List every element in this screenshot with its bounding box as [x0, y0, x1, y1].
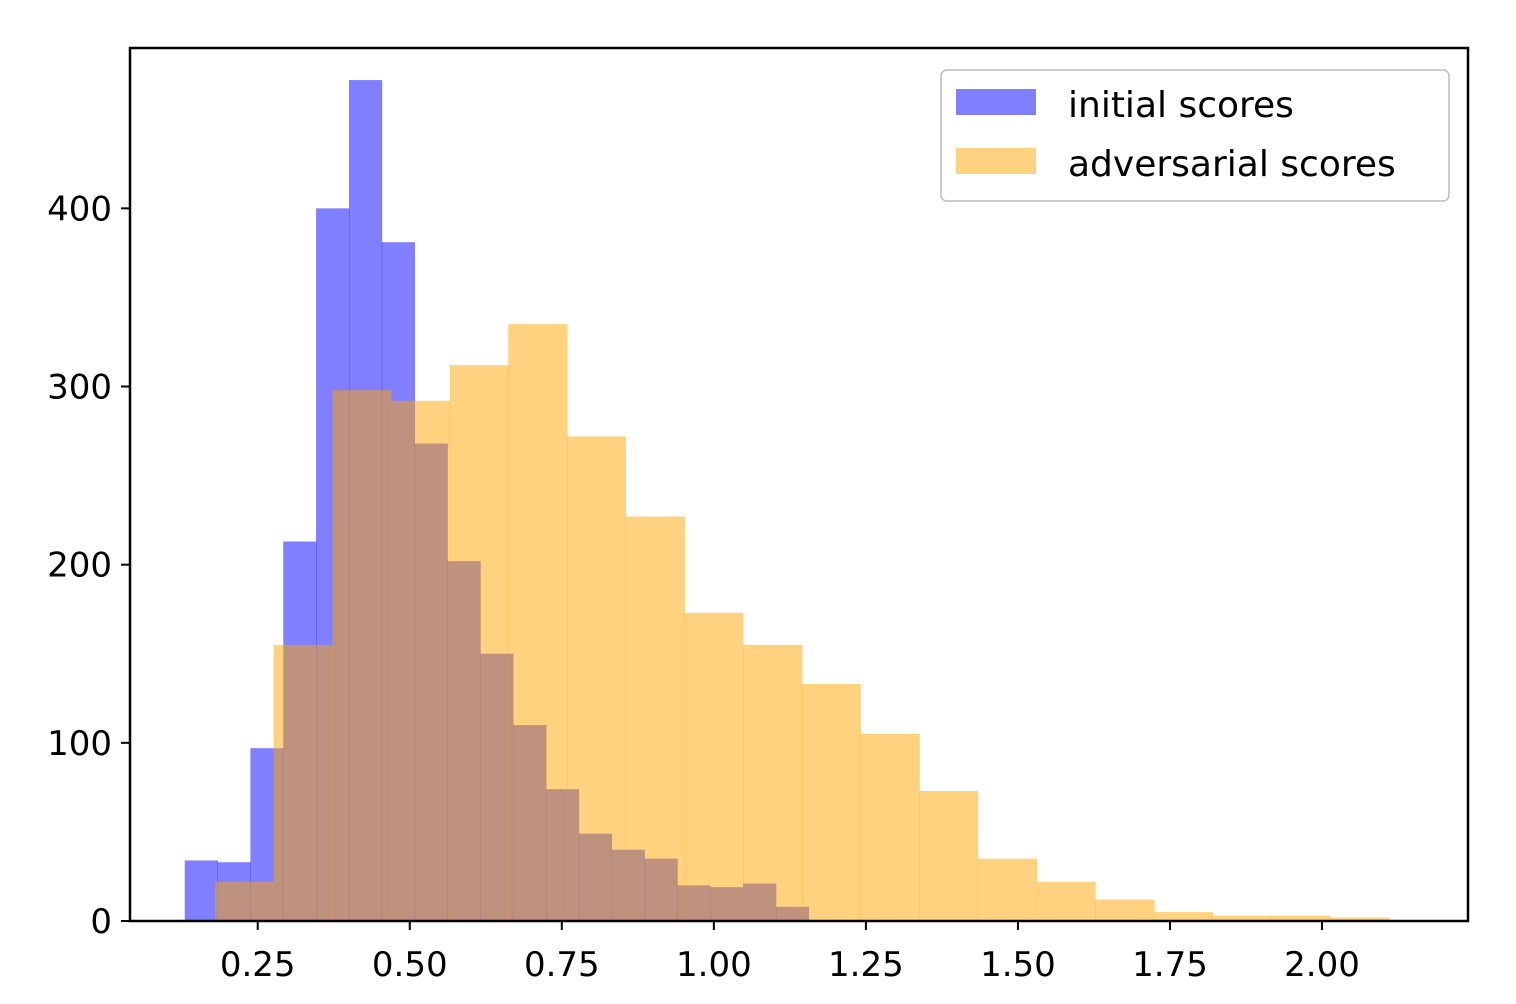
bar-adversarial-scores-5: [508, 324, 568, 921]
x-tick-label: 1.25: [828, 945, 904, 985]
bar-adversarial-scores-17: [1212, 915, 1272, 921]
bars-layer: [184, 80, 1390, 922]
x-tick-label: 0.25: [220, 945, 296, 985]
bar-adversarial-scores-12: [919, 790, 979, 921]
bar-adversarial-scores-15: [1095, 899, 1155, 921]
bar-adversarial-scores-0: [215, 881, 274, 921]
x-tick-label: 0.75: [524, 945, 600, 985]
bar-adversarial-scores-3: [390, 400, 451, 921]
x-tick-label: 0.50: [372, 945, 448, 985]
bar-adversarial-scores-10: [802, 684, 861, 921]
legend-swatch-initial-scores: [956, 89, 1036, 115]
y-tick-label: 100: [47, 724, 112, 764]
bar-adversarial-scores-4: [449, 365, 509, 921]
x-tick-label: 1.75: [1132, 945, 1208, 985]
bar-adversarial-scores-18: [1271, 915, 1331, 921]
y-tick-label: 0: [90, 902, 112, 942]
legend-label-adversarial-scores: adversarial scores: [1068, 144, 1396, 185]
bar-adversarial-scores-19: [1329, 917, 1390, 921]
x-axis: 0.25 0.50 0.75 1.00 1.25 1.50 1.75 2.00: [220, 921, 1360, 985]
y-tick-label: 400: [47, 189, 112, 229]
bar-adversarial-scores-14: [1036, 881, 1096, 921]
y-tick-label: 200: [47, 546, 112, 586]
legend-label-initial-scores: initial scores: [1068, 85, 1294, 126]
bar-adversarial-scores-9: [743, 644, 803, 921]
axes-frame: [128, 46, 1470, 923]
x-tick-label: 2.00: [1284, 945, 1360, 985]
legend: initial scores adversarial scores: [940, 69, 1450, 202]
y-axis: 0 100 200 300 400: [47, 189, 130, 942]
bar-adversarial-scores-6: [567, 436, 627, 921]
bar-adversarial-scores-8: [684, 612, 744, 921]
legend-box: [940, 69, 1450, 202]
bar-initial-scores-0: [184, 860, 218, 921]
y-tick-label: 300: [47, 368, 112, 408]
bar-adversarial-scores-1: [273, 644, 333, 921]
x-tick-label: 1.50: [980, 945, 1056, 985]
bar-adversarial-scores-7: [625, 516, 686, 921]
legend-swatch-adversarial-scores: [956, 148, 1036, 174]
x-tick-label: 1.00: [676, 945, 752, 985]
bar-adversarial-scores-13: [977, 858, 1038, 921]
bar-adversarial-scores-2: [332, 390, 392, 921]
bar-adversarial-scores-16: [1154, 912, 1213, 921]
bar-adversarial-scores-11: [860, 733, 920, 921]
